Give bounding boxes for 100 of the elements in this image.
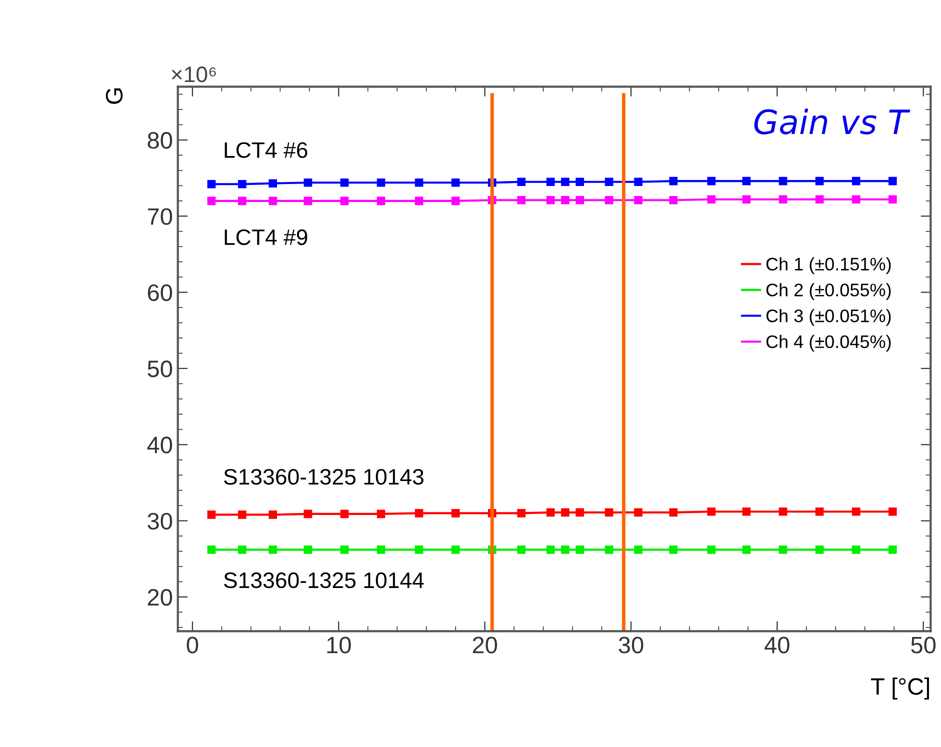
point [576, 508, 584, 517]
point [669, 546, 678, 554]
y-tick-label: 70 [148, 208, 172, 225]
y-tick-label: 60 [148, 284, 172, 302]
point [561, 546, 570, 554]
point [707, 546, 716, 554]
y-tick-label: 80 [148, 132, 172, 149]
point [707, 176, 716, 186]
point [238, 196, 246, 206]
y-tick-label: 20 [148, 589, 172, 606]
point [778, 195, 788, 204]
y-axis-title: G [106, 88, 123, 104]
point [268, 546, 278, 554]
point [304, 178, 312, 187]
point [376, 546, 386, 554]
point [238, 510, 246, 519]
point [451, 196, 460, 206]
x-tick-label: 0 [186, 636, 198, 654]
point [669, 508, 678, 517]
point [634, 508, 642, 517]
y-tick-label: 30 [148, 512, 172, 530]
point [707, 195, 716, 204]
point [268, 510, 278, 519]
point [604, 178, 614, 186]
point [304, 510, 312, 518]
point [669, 196, 678, 204]
point [517, 546, 526, 554]
legend-label: Ch 2 (±0.055%) [766, 283, 891, 300]
y-tick-label: 50 [148, 360, 172, 378]
point [778, 176, 788, 186]
point [376, 196, 386, 206]
y-tick-label: 40 [147, 436, 172, 454]
point [376, 178, 386, 187]
point [546, 196, 555, 204]
point [742, 195, 751, 204]
point [888, 176, 897, 186]
point [576, 178, 584, 186]
annotation: S13360-1325 10143 [224, 468, 424, 485]
point [888, 546, 897, 554]
point [852, 546, 860, 554]
point [669, 176, 678, 186]
point [304, 546, 312, 554]
point [451, 546, 460, 554]
point [340, 178, 349, 187]
x-tick-label: 20 [472, 636, 498, 654]
point [634, 196, 642, 204]
x-tick-label: 40 [764, 636, 790, 654]
point [340, 196, 349, 206]
point [414, 508, 424, 518]
legend-label: Ch 4 (±0.045%) [766, 334, 891, 352]
point [340, 510, 349, 518]
point [815, 195, 824, 204]
point [268, 179, 278, 188]
point [207, 180, 216, 188]
point [546, 546, 555, 554]
point [742, 507, 751, 516]
point [888, 507, 897, 516]
point [888, 195, 897, 204]
point [517, 508, 526, 518]
point [604, 196, 614, 204]
point [852, 507, 860, 516]
point [340, 546, 349, 554]
legend-label: Ch 1 (±0.151%) [766, 257, 891, 274]
point [207, 510, 216, 519]
x-tick-label: 30 [618, 636, 644, 654]
point [414, 196, 424, 206]
annotation: LCT4 #9 [224, 229, 308, 246]
point [778, 507, 788, 516]
point [268, 196, 278, 206]
point [517, 196, 526, 204]
point [707, 507, 716, 516]
point [451, 508, 460, 518]
point [561, 178, 570, 186]
point [546, 178, 555, 186]
text: Gain vs T [754, 108, 910, 134]
point [852, 195, 860, 204]
point [634, 546, 642, 554]
legend-label: Ch 3 (±0.051%) [766, 308, 891, 326]
point [815, 176, 824, 186]
point [604, 546, 614, 554]
point [304, 196, 312, 206]
point [852, 176, 860, 186]
point [546, 508, 555, 517]
point [576, 196, 584, 204]
point [561, 196, 570, 204]
point [451, 178, 460, 187]
point [815, 507, 824, 516]
point [414, 178, 424, 187]
point [561, 508, 570, 517]
point [742, 176, 751, 186]
point [414, 546, 424, 554]
point [238, 546, 246, 554]
annotation: S13360-1325 10144 [224, 572, 424, 588]
point [238, 180, 246, 188]
point [815, 546, 824, 554]
text: ×10⁶ [172, 66, 216, 82]
point [634, 178, 642, 186]
point [742, 546, 751, 554]
x-tick-label: 10 [327, 636, 351, 654]
point [517, 178, 526, 186]
